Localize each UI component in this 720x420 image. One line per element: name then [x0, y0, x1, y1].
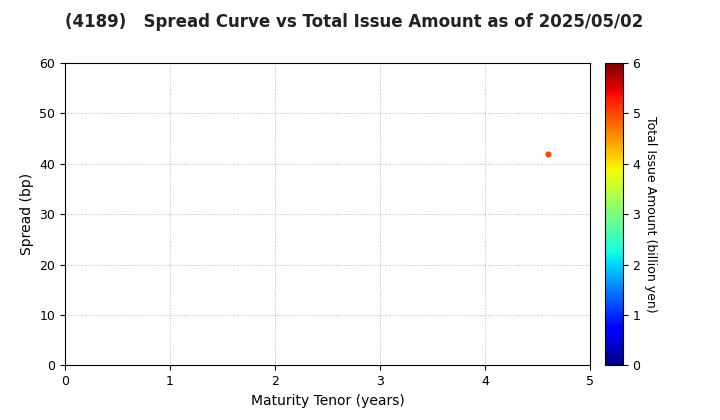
Point [543, 150, 554, 157]
X-axis label: Maturity Tenor (years): Maturity Tenor (years) [251, 394, 405, 408]
Y-axis label: Spread (bp): Spread (bp) [19, 173, 34, 255]
Y-axis label: Total Issue Amount (billion yen): Total Issue Amount (billion yen) [644, 116, 657, 312]
Text: (4189)   Spread Curve vs Total Issue Amount as of 2025/05/02: (4189) Spread Curve vs Total Issue Amoun… [65, 13, 643, 31]
